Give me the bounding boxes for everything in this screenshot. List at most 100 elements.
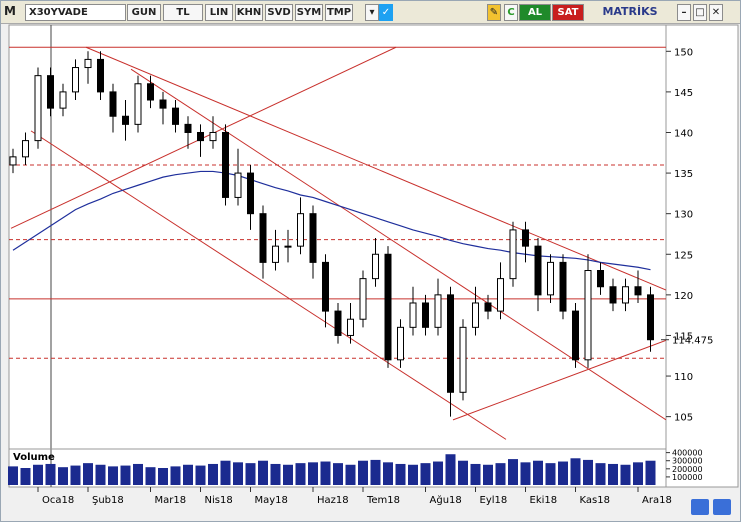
y-tick-label: 135 [674,169,693,180]
candle-body [197,131,204,142]
volume-bar [545,463,556,485]
volume-bar [408,464,418,485]
candle-body [72,67,79,93]
x-axis-strip [1,489,740,509]
candle-body [459,326,467,393]
sell-button[interactable]: SAT [552,4,584,21]
toolbar-button[interactable]: LIN [205,4,233,21]
volume-bar [245,463,256,485]
trend-line [452,339,666,421]
volume-bar [95,464,106,485]
x-tick-label: Tem18 [366,495,400,506]
candle-body [134,83,142,125]
candle-body [297,213,304,247]
candle-body [272,245,279,263]
candle-body [397,326,404,361]
candle-body [447,294,454,393]
toolbar: M X30YVADE GUN TL LIN KHN SVD SYM TMP ▾ ✓ ✎ C … [1,1,740,24]
x-tick-label: Ağu18 [430,494,462,506]
toolbar-button[interactable]: KHN [235,4,263,21]
volume-bar [20,468,31,485]
candle-body [172,107,179,125]
y-tick-label: 140 [674,128,693,139]
volume-tick-label: 200000 [672,465,703,474]
x-tick-label: Şub18 [92,495,124,506]
icon-button[interactable] [691,499,709,515]
plot-area [8,24,667,488]
candle-body [497,278,504,312]
candle-body [22,140,29,158]
volume-tick-label: 100000 [672,473,703,482]
volume-bar [445,454,456,485]
candle-body [422,302,429,328]
toolbar-button[interactable]: SYM [295,4,323,21]
candle-body [597,270,604,288]
candle-body [384,253,392,361]
volume-bar [633,462,643,485]
buy-button[interactable]: AL [519,4,551,21]
icon-button[interactable] [713,499,731,515]
x-tick-label: Ara18 [642,495,672,506]
candle-body [559,261,567,312]
x-tick-label: Kas18 [580,495,610,506]
candle-body [434,294,442,328]
menu[interactable]: M [4,4,16,18]
candle-body [622,286,629,304]
volume-bar [295,463,306,485]
volume-bar [183,464,193,485]
candle-body [647,294,654,341]
candle-body [84,58,92,69]
candle-body [109,91,117,117]
candle-body [122,115,129,125]
candle-body [59,91,67,109]
trend-line [130,68,666,421]
volume-bar [570,458,581,485]
volume-bar [8,466,18,485]
candle-body [209,131,217,142]
volume-bar [45,463,56,485]
volume-bar [458,460,468,485]
candle-body [284,245,292,248]
candle-body [309,213,317,263]
maximize[interactable]: □ [693,4,707,21]
candle-body [9,156,17,166]
dropdown[interactable]: ▾ [365,4,379,21]
last-price-label: 114.475 [672,336,713,347]
volume-bar [558,461,568,485]
candle-body [409,302,417,328]
candle-body [147,83,154,101]
close[interactable]: ✕ [709,4,723,21]
tool[interactable]: ✎ [487,4,501,21]
volume-bar [133,463,143,485]
volume-bar [258,460,268,485]
volume-bar [595,463,606,485]
candle-body [372,253,379,280]
volume-bar [383,462,393,485]
volume-bar [158,468,168,485]
y-tick-label: 120 [674,291,693,302]
volume-label: Volume [13,452,55,463]
candle-body [534,245,542,296]
toolbar-button[interactable]: GUN [127,4,161,21]
share[interactable]: ✓ [379,4,393,21]
minimize[interactable]: – [677,4,691,21]
volume-bar [308,462,318,485]
refresh[interactable]: C [504,4,518,21]
toolbar-button[interactable]: SVD [265,4,293,21]
volume-bar [508,459,518,485]
y-tick-label: 130 [674,210,693,221]
candle-body [34,75,42,142]
chart: Volume 105 110 115 120 125 130 135 140 145 150 114… [1,24,740,515]
toolbar-button[interactable]: TL [163,4,203,21]
volume-bar [283,464,293,485]
candle-body [484,302,492,312]
candle-body [184,123,192,133]
candle-body [509,229,517,280]
volume-bar [208,463,218,485]
candle-body [572,310,579,361]
candle-body [222,131,229,198]
symbol-box[interactable]: X30YVADE [25,4,126,21]
volume-tick-label: 300000 [672,457,703,466]
toolbar-button[interactable]: TMP [325,4,353,21]
volume-bar [220,460,231,485]
